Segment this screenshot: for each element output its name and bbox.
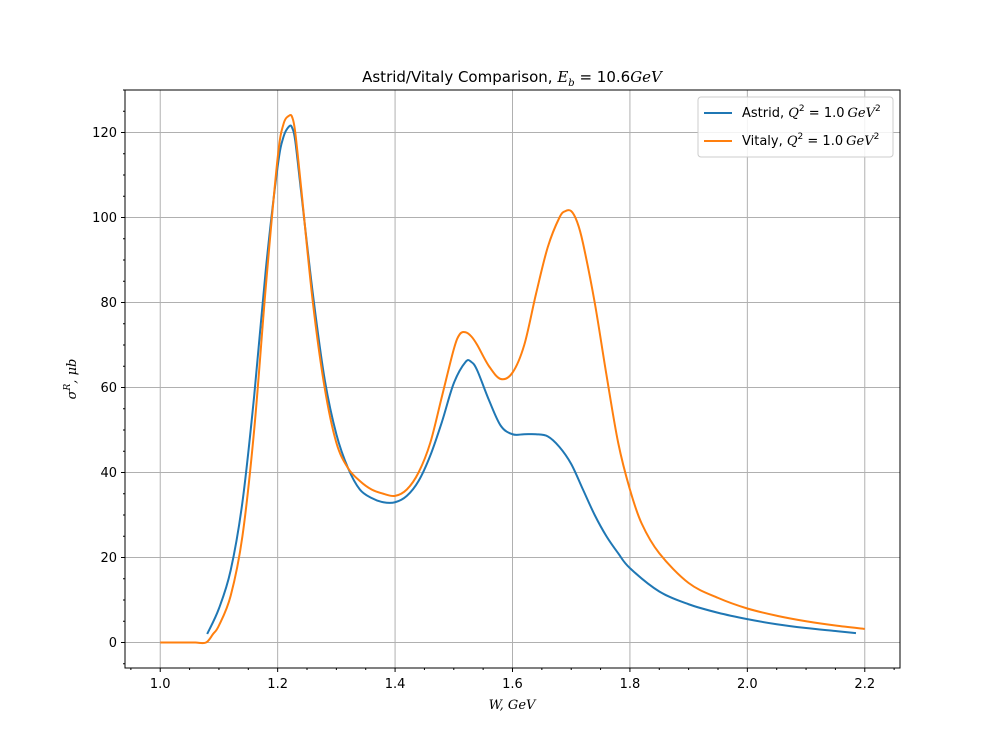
ticks: 1.0 1.2 1.4 1.6 1.8 2.0 2.2 0 20 40 60 80 100 120 bbox=[92, 89, 895, 692]
y-tick-label: 80 bbox=[100, 296, 117, 311]
y-tick-label: 40 bbox=[100, 466, 117, 481]
series-line-astrid bbox=[206, 124, 857, 635]
legend-label-astrid: Astrid, Q2 = 1.0 GeV2 bbox=[742, 104, 881, 121]
chart-title: Astrid/Vitaly Comparison, Eb = 10.6GeV bbox=[362, 68, 664, 89]
y-tick-label: 20 bbox=[100, 551, 117, 566]
y-tick-label: 0 bbox=[109, 636, 117, 651]
legend-label-vitaly: Vitaly, Q2 = 1.0 GeV2 bbox=[742, 132, 879, 149]
x-tick-label: 1.6 bbox=[502, 677, 523, 692]
y-tick-label: 60 bbox=[100, 381, 117, 396]
x-tick-label: 2.0 bbox=[737, 677, 758, 692]
x-tick-label: 1.2 bbox=[267, 677, 288, 692]
x-tick-label: 1.4 bbox=[385, 677, 406, 692]
x-tick-label: 2.2 bbox=[854, 677, 875, 692]
x-tick-label: 1.0 bbox=[150, 677, 171, 692]
y-tick-label: 100 bbox=[92, 211, 117, 226]
series-line-vitaly bbox=[160, 113, 865, 645]
x-tick-label: 1.8 bbox=[620, 677, 641, 692]
y-tick-label: 120 bbox=[92, 126, 117, 141]
y-axis-label: σR, μb bbox=[63, 359, 80, 400]
legend-box bbox=[697, 96, 894, 158]
legend: Astrid, Q2 = 1.0 GeV2 Vitaly, Q2 = 1.0 GeV… bbox=[697, 96, 894, 158]
grid bbox=[125, 90, 900, 668]
x-axis-label: W, GeV bbox=[489, 698, 537, 713]
series-layer bbox=[160, 113, 865, 645]
